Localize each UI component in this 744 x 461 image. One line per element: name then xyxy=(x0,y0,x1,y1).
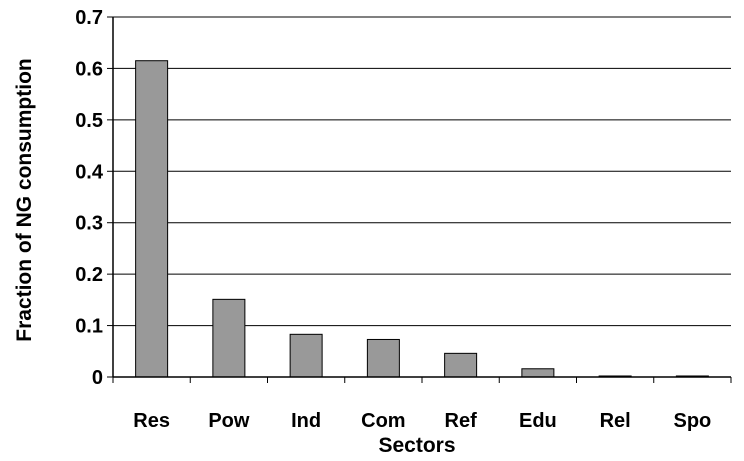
bars xyxy=(135,60,709,378)
bar-ind xyxy=(289,333,323,378)
y-tick-labels: 0 0.1 0.2 0.3 0.4 0.5 0.6 0.7 xyxy=(75,7,104,389)
y-tick-label: 0.3 xyxy=(75,213,103,235)
x-tick-label: Res xyxy=(133,410,170,432)
y-axis-title: Fraction of NG consumption xyxy=(13,58,36,342)
x-tick-label: Ref xyxy=(445,410,478,432)
x-tick-labels: Res Pow Ind Com Ref Edu Rel Spo xyxy=(133,410,711,432)
bar-com xyxy=(366,338,400,378)
y-tick-label: 0.6 xyxy=(75,58,103,80)
bar-edu xyxy=(521,368,555,378)
bar-ref xyxy=(444,352,478,378)
x-tick-label: Ind xyxy=(291,410,321,432)
y-tick-label: 0.4 xyxy=(75,161,104,183)
y-tick-label: 0.1 xyxy=(75,316,103,338)
gridlines xyxy=(107,16,732,383)
y-tick-label: 0.5 xyxy=(75,110,103,132)
bar-pow xyxy=(212,298,246,378)
x-axis-title: Sectors xyxy=(378,434,455,457)
y-tick-label: 0 xyxy=(92,367,103,389)
x-tick-label: Spo xyxy=(673,410,711,432)
x-tick-label: Edu xyxy=(519,410,557,432)
axes xyxy=(112,17,731,378)
x-tick-label: Rel xyxy=(600,410,631,432)
y-tick-label: 0.7 xyxy=(75,7,103,29)
bar-res xyxy=(135,60,169,378)
x-tick-label: Com xyxy=(361,410,405,432)
y-tick-label: 0.2 xyxy=(75,264,103,286)
x-tick-label: Pow xyxy=(208,410,250,432)
